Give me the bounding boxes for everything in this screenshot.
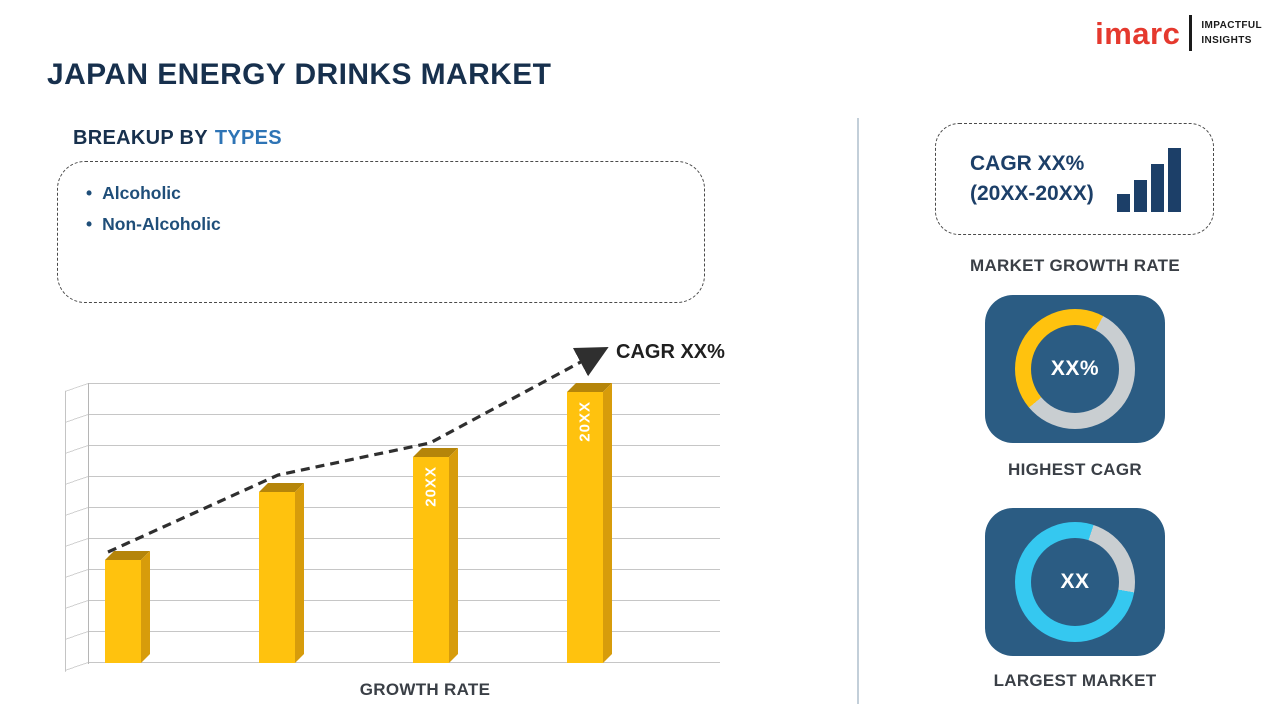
highest-cagr-label: HIGHEST CAGR [1008, 460, 1142, 479]
breakup-box: AlcoholicNon-Alcoholic [57, 161, 705, 303]
cagr-box-line1: CAGR XX% [970, 151, 1085, 175]
imarc-logo: imarc IMPACTFUL INSIGHTS [1095, 15, 1262, 51]
highest-cagr-value: XX% [1050, 357, 1100, 380]
highest-cagr-card: XX% [985, 295, 1165, 443]
breakup-heading-prefix: BREAKUP BY [73, 127, 208, 149]
vertical-divider [857, 118, 859, 704]
logo-tagline: IMPACTFUL INSIGHTS [1201, 18, 1262, 48]
largest-market-card: XX [985, 508, 1165, 656]
breakup-item: Non-Alcoholic [86, 209, 704, 240]
breakup-item: Alcoholic [86, 178, 704, 209]
breakup-list: AlcoholicNon-Alcoholic [58, 162, 704, 239]
chart-gridlines [88, 383, 720, 664]
logo-tagline-line1: IMPACTFUL [1201, 20, 1262, 31]
page-title: JAPAN ENERGY DRINKS MARKET [47, 58, 552, 91]
bar-1 [105, 551, 150, 663]
bar-4: 20XX [567, 383, 612, 663]
largest-market-donut: XX [1015, 522, 1135, 642]
cagr-box-text: CAGR XX% (20XX-20XX) [970, 149, 1094, 210]
cagr-annotation: CAGR XX% [616, 341, 725, 363]
logo-brand-text: imarc [1095, 15, 1181, 51]
cagr-box: CAGR XX% (20XX-20XX) [935, 123, 1214, 235]
logo-divider [1189, 15, 1193, 51]
bar-chart-icon [1117, 148, 1181, 212]
growth-bar-chart: 20XX 20XX [65, 335, 720, 672]
bar-2 [259, 483, 304, 663]
logo-tagline-line2: INSIGHTS [1201, 35, 1252, 46]
bar-3: 20XX [413, 448, 458, 663]
largest-market-value: XX [1060, 570, 1090, 593]
cagr-box-line2: (20XX-20XX) [970, 182, 1094, 205]
highest-cagr-donut: XX% [1015, 309, 1135, 429]
largest-market-label: LARGEST MARKET [993, 671, 1157, 690]
breakup-heading: BREAKUP BY TYPES [73, 127, 282, 150]
trend-arrow [107, 346, 609, 554]
x-axis-label: GROWTH RATE [359, 680, 491, 699]
market-growth-rate-label: MARKET GROWTH RATE [969, 256, 1180, 275]
breakup-heading-highlight: TYPES [214, 127, 282, 149]
